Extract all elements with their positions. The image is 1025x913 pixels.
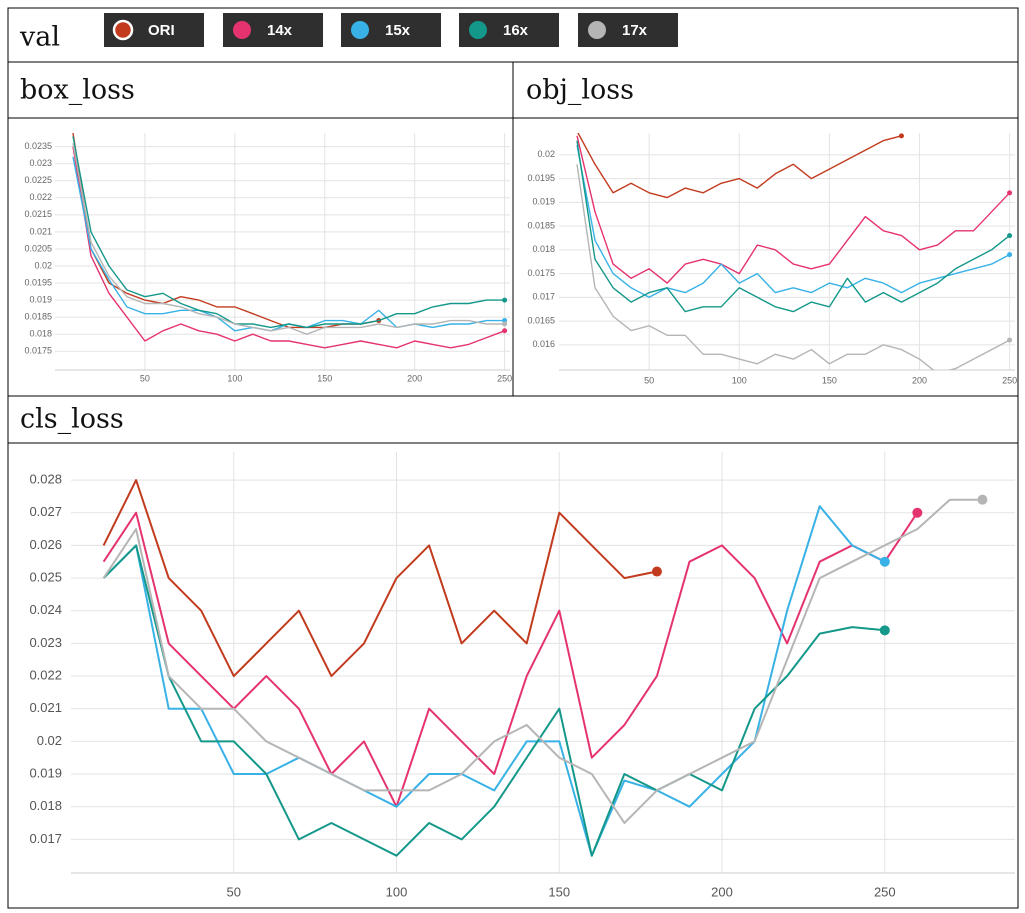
series-line: [102, 544, 885, 857]
y-tick-label: 0.0205: [24, 243, 52, 253]
series-line: [72, 133, 379, 329]
series-line: [576, 135, 1011, 284]
y-tick-label: 0.023: [29, 158, 52, 168]
end-point: [1007, 233, 1013, 239]
legend-label: ORI: [148, 22, 175, 39]
y-tick-label: 0.0175: [527, 268, 555, 278]
x-tick-label: 250: [874, 884, 896, 899]
table-border: [7, 7, 1019, 909]
chart-title: obj_loss: [526, 75, 634, 106]
y-tick-label: 0.017: [532, 292, 555, 302]
y-tick-label: 0.016: [532, 339, 555, 349]
series-line: [72, 143, 505, 335]
y-tick-label: 0.025: [29, 570, 62, 585]
y-tick-label: 0.0165: [527, 315, 555, 325]
x-tick-label: 100: [227, 373, 242, 383]
y-tick-label: 0.021: [29, 700, 62, 715]
y-tick-label: 0.019: [532, 197, 555, 207]
chart-title: cls_loss: [20, 404, 124, 435]
end-point: [912, 507, 923, 518]
end-point: [977, 494, 988, 505]
series-line: [576, 140, 1011, 313]
x-tick-label: 100: [386, 884, 408, 899]
x-tick-label: 50: [644, 375, 654, 385]
end-point: [502, 321, 508, 327]
series-line: [576, 164, 1010, 370]
series-line: [72, 146, 505, 349]
series-line: [72, 156, 505, 332]
chart: 0.017 0.018 0.019 0.02 0.021 0.022 0.023 0.024 0…: [29, 452, 1015, 899]
chart: 0.0175 0.018 0.0185 0.019 0.0195 0.02 0.0205 0.…: [24, 133, 512, 383]
legend-label: 17x: [622, 22, 648, 39]
series-line: [576, 145, 1010, 298]
y-tick-label: 0.018: [29, 798, 62, 813]
y-tick-label: 0.027: [29, 504, 62, 519]
end-point: [502, 328, 508, 334]
y-tick-label: 0.02: [537, 149, 555, 159]
y-tick-label: 0.0215: [24, 209, 52, 219]
y-tick-label: 0.023: [29, 635, 62, 650]
y-tick-label: 0.02: [34, 260, 52, 270]
series-line: [577, 133, 902, 199]
y-tick-label: 0.02: [37, 733, 62, 748]
x-tick-label: 100: [732, 375, 747, 385]
y-tick-label: 0.0185: [24, 312, 52, 322]
y-tick-label: 0.022: [29, 667, 62, 682]
y-tick-label: 0.017: [29, 831, 62, 846]
y-tick-label: 0.022: [29, 192, 52, 202]
y-tick-label: 0.028: [29, 472, 62, 487]
chart-title: box_loss: [20, 75, 135, 106]
x-tick-label: 150: [317, 373, 332, 383]
y-tick-label: 0.024: [29, 602, 62, 617]
end-point: [1007, 337, 1013, 343]
x-tick-label: 200: [912, 375, 927, 385]
y-tick-label: 0.019: [29, 765, 62, 780]
y-tick-label: 0.0195: [527, 173, 555, 183]
x-tick-label: 150: [822, 375, 837, 385]
y-tick-label: 0.018: [29, 329, 52, 339]
legend-label: 14x: [267, 22, 293, 39]
x-tick-label: 200: [711, 884, 733, 899]
end-point: [651, 566, 662, 577]
end-point: [898, 133, 904, 139]
end-point: [502, 297, 508, 303]
y-tick-label: 0.0175: [24, 346, 52, 356]
y-tick-label: 0.018: [532, 244, 555, 254]
legend-swatch: [351, 21, 369, 39]
legend-label: 15x: [385, 22, 411, 39]
y-tick-label: 0.026: [29, 537, 62, 552]
legend-swatch: [469, 21, 487, 39]
series-line: [102, 479, 658, 678]
end-point: [879, 556, 890, 567]
y-tick-label: 0.021: [29, 226, 52, 236]
y-tick-label: 0.0195: [24, 277, 52, 287]
x-tick-label: 150: [548, 884, 570, 899]
legend-swatch: [112, 19, 134, 41]
x-tick-label: 50: [227, 884, 241, 899]
series-line: [102, 505, 886, 857]
section-title: val: [19, 22, 60, 53]
x-tick-label: 250: [497, 373, 512, 383]
series-line: [102, 498, 983, 824]
end-point: [1007, 252, 1013, 258]
end-point: [879, 625, 890, 636]
end-point: [1007, 190, 1013, 196]
legend-swatch: [588, 21, 606, 39]
x-tick-label: 50: [140, 373, 150, 383]
series-line: [72, 136, 505, 329]
legend-label: 16x: [503, 22, 529, 39]
y-tick-label: 0.0225: [24, 175, 52, 185]
legend-swatch: [233, 21, 251, 39]
y-tick-label: 0.019: [29, 294, 52, 304]
y-tick-label: 0.0235: [24, 141, 52, 151]
x-tick-label: 200: [407, 373, 422, 383]
legend: ORI 14x 15x 16x 17x: [104, 13, 678, 47]
x-tick-label: 250: [1002, 375, 1017, 385]
y-tick-label: 0.0185: [527, 220, 555, 230]
chart: 0.016 0.0165 0.017 0.0175 0.018 0.0185 0.019 0.…: [527, 133, 1017, 385]
